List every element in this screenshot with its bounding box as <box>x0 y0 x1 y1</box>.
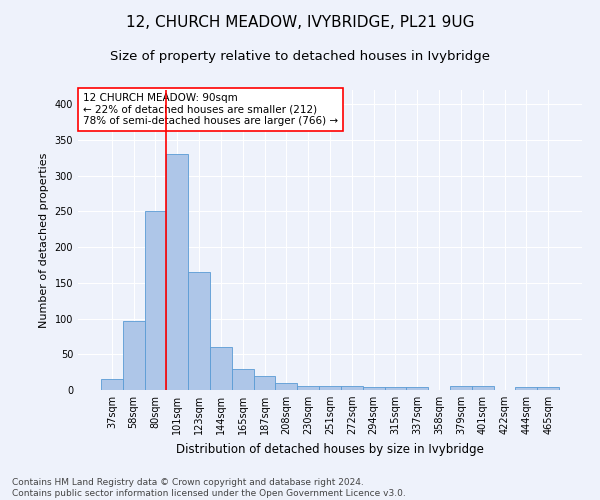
Bar <box>472 386 494 390</box>
Bar <box>166 154 188 390</box>
Bar <box>341 386 363 390</box>
Bar <box>123 320 145 390</box>
Bar <box>188 272 210 390</box>
Bar <box>297 386 319 390</box>
Bar <box>406 387 428 390</box>
Y-axis label: Number of detached properties: Number of detached properties <box>39 152 49 328</box>
Bar <box>232 370 254 390</box>
Text: 12 CHURCH MEADOW: 90sqm
← 22% of detached houses are smaller (212)
78% of semi-d: 12 CHURCH MEADOW: 90sqm ← 22% of detache… <box>83 93 338 126</box>
Bar <box>275 383 297 390</box>
X-axis label: Distribution of detached houses by size in Ivybridge: Distribution of detached houses by size … <box>176 442 484 456</box>
Text: Size of property relative to detached houses in Ivybridge: Size of property relative to detached ho… <box>110 50 490 63</box>
Bar <box>101 380 123 390</box>
Bar <box>537 387 559 390</box>
Bar <box>363 387 385 390</box>
Bar <box>385 387 406 390</box>
Text: 12, CHURCH MEADOW, IVYBRIDGE, PL21 9UG: 12, CHURCH MEADOW, IVYBRIDGE, PL21 9UG <box>126 15 474 30</box>
Text: Contains HM Land Registry data © Crown copyright and database right 2024.
Contai: Contains HM Land Registry data © Crown c… <box>12 478 406 498</box>
Bar <box>450 386 472 390</box>
Bar <box>254 376 275 390</box>
Bar <box>515 387 537 390</box>
Bar <box>145 212 166 390</box>
Bar <box>210 347 232 390</box>
Bar <box>319 386 341 390</box>
